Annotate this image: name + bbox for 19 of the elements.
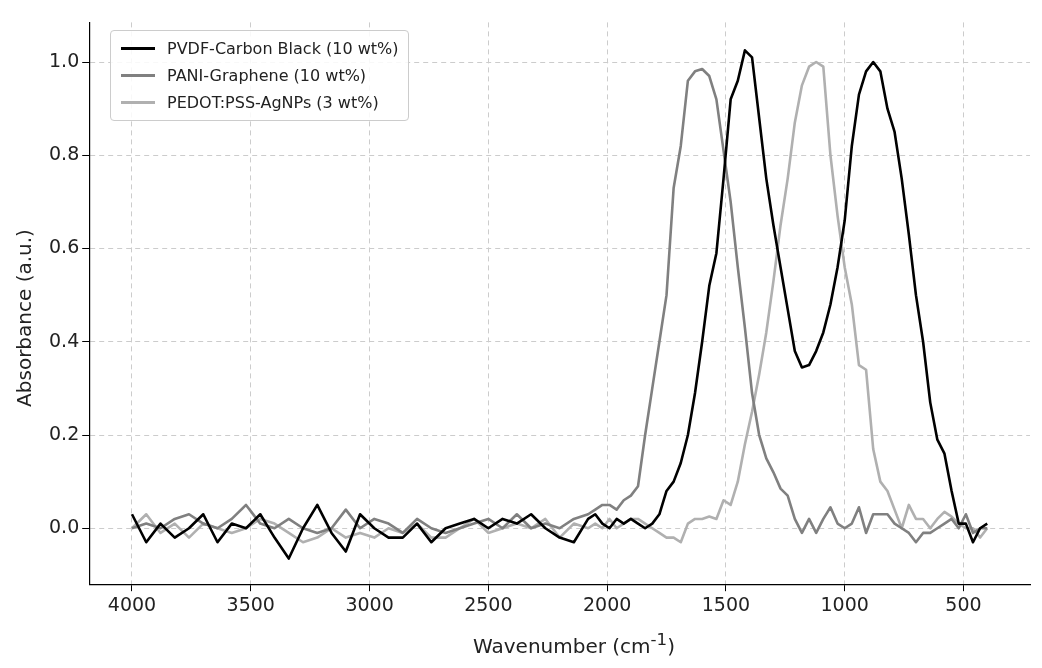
x-tick-label: 1000: [820, 592, 869, 615]
y-tick-label: 0.2: [49, 421, 80, 444]
y-tick-label: 0.6: [49, 235, 80, 258]
x-tick-label: 2000: [582, 592, 632, 615]
legend-label: PANI-Graphene (10 wt%): [167, 66, 367, 85]
x-tick-label: 3500: [226, 592, 275, 615]
legend-label: PEDOT:PSS-AgNPs (3 wt%): [167, 93, 379, 112]
x-tick-label: 2500: [464, 592, 513, 615]
x-axis-title: Wavenumber (cm$^{-1}$): [472, 630, 676, 658]
y-tick-label: 0.0: [49, 515, 80, 538]
x-tick-label: 4000: [107, 592, 157, 615]
y-axis-title: Absorbance (a.u.): [12, 229, 36, 407]
x-tick-label: 3000: [345, 592, 394, 615]
x-tick-label: 1500: [701, 592, 751, 615]
y-tick-label: 0.8: [49, 142, 80, 165]
y-tick-label: 0.4: [49, 328, 80, 351]
y-tick-label: 1.0: [49, 48, 80, 71]
legend-label: PVDF-Carbon Black (10 wt%): [167, 39, 399, 58]
x-tick-label: 500: [945, 592, 982, 615]
